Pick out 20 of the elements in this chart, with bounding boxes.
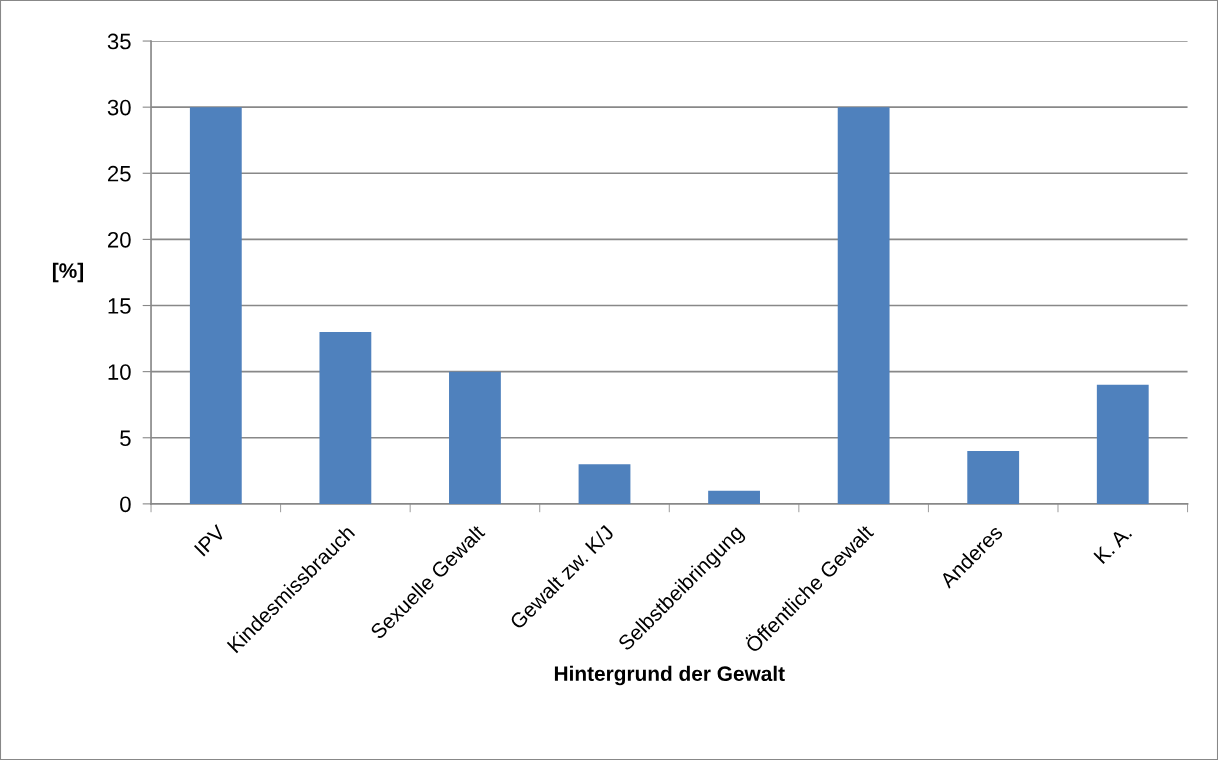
- y-tick-label: 35: [107, 33, 131, 50]
- bar: [319, 331, 372, 504]
- y-tick-label: 20: [107, 231, 131, 248]
- bar: [189, 107, 242, 504]
- x-tick-label: IPV: [193, 523, 227, 557]
- bar: [708, 490, 760, 504]
- y-tick-label: 0: [120, 496, 131, 513]
- bar: [967, 450, 1020, 504]
- y-axis-title: [%]: [52, 262, 84, 283]
- y-tick-label: 10: [108, 364, 131, 380]
- y-tick-label: 30: [107, 99, 131, 116]
- bar: [1096, 384, 1149, 504]
- y-tick-label: 15: [108, 298, 131, 314]
- x-axis-title: Hintergrund der Gewalt: [554, 665, 785, 686]
- y-tick-label: 5: [120, 430, 131, 447]
- x-tick-label: K. A.: [1093, 525, 1133, 564]
- y-tick-label: 25: [107, 165, 131, 182]
- bar: [578, 464, 631, 504]
- bar: [837, 107, 890, 504]
- bar: [449, 371, 501, 504]
